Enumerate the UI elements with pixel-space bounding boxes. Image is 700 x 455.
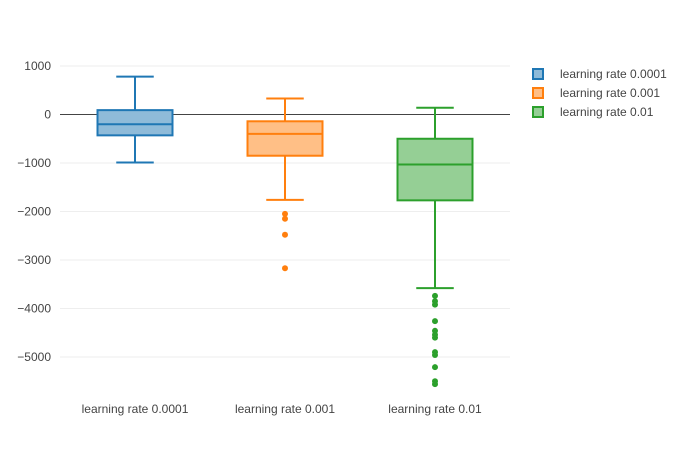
- box-0: [96, 75, 174, 164]
- x-tick-label: learning rate 0.0001: [82, 402, 189, 416]
- legend-item-lr-01[interactable]: learning rate 0.01: [530, 102, 667, 121]
- y-tick-label: −1000: [17, 156, 51, 170]
- legend-swatch: [532, 105, 544, 118]
- outlier-point: [432, 364, 438, 371]
- y-tick-label: −3000: [17, 253, 51, 267]
- legend-label: learning rate 0.01: [560, 104, 654, 119]
- outlier-point: [432, 318, 438, 325]
- box-iqr: [96, 109, 174, 137]
- y-axis-ticks: 1000 0 −1000 −2000 −3000 −4000 −5000: [17, 59, 51, 364]
- outlier-point: [282, 210, 288, 217]
- y-tick-label: 0: [44, 108, 51, 122]
- outlier-point: [432, 301, 438, 308]
- legend-label: learning rate 0.001: [560, 85, 661, 100]
- box-iqr: [246, 120, 324, 157]
- legend-swatch: [532, 67, 544, 80]
- outlier-point: [432, 334, 438, 341]
- outlier-point: [432, 381, 438, 388]
- outlier-point: [282, 215, 288, 222]
- boxes: [96, 75, 474, 388]
- box-2: [396, 106, 474, 388]
- y-tick-label: −2000: [17, 205, 51, 219]
- y-tick-label: −5000: [17, 350, 51, 364]
- x-tick-label: learning rate 0.01: [388, 402, 482, 416]
- outlier-point: [432, 292, 438, 299]
- box-iqr: [396, 137, 474, 202]
- outlier-point: [282, 265, 288, 272]
- box-1: [246, 97, 324, 272]
- legend-swatch: [532, 86, 544, 99]
- outlier-point: [432, 352, 438, 359]
- y-tick-label: 1000: [24, 59, 51, 73]
- legend: learning rate 0.0001 learning rate 0.001…: [530, 64, 667, 121]
- legend-item-lr-001[interactable]: learning rate 0.001: [530, 83, 667, 102]
- x-tick-label: learning rate 0.001: [235, 402, 335, 416]
- legend-item-lr-0001[interactable]: learning rate 0.0001: [530, 64, 667, 83]
- outlier-point: [282, 231, 288, 238]
- legend-label: learning rate 0.0001: [560, 66, 667, 81]
- x-axis-ticks: learning rate 0.0001 learning rate 0.001 l…: [82, 402, 482, 416]
- y-tick-label: −4000: [17, 302, 51, 316]
